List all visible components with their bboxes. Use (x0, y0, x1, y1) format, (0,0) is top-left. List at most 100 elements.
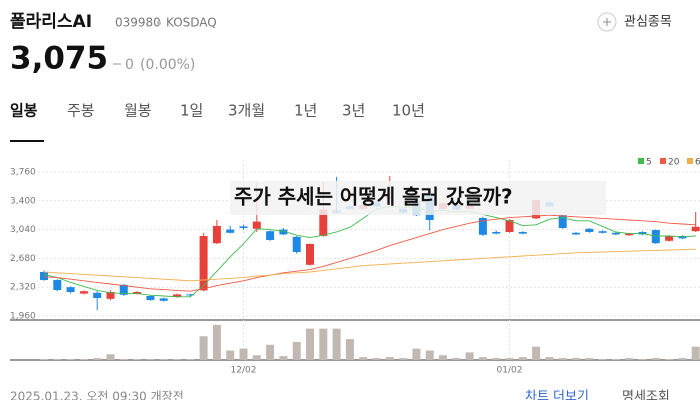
detail-link[interactable]: 명세조회 (622, 390, 670, 400)
candle-body (306, 244, 314, 265)
y-tick-label: 3,040 (10, 225, 36, 235)
volume-bar (239, 348, 248, 360)
candle-body (279, 229, 288, 235)
x-tick-label: 12/02 (231, 366, 257, 376)
watch-label: 관심종목 (624, 15, 672, 30)
volume-bar (226, 350, 235, 360)
volume-bar (439, 355, 447, 360)
y-tick-label: 3,760 (10, 168, 36, 178)
plus-icon (597, 12, 617, 32)
candle-body (186, 294, 195, 296)
candle-body (266, 231, 275, 240)
candle-body (40, 272, 48, 280)
candle-body (651, 230, 660, 244)
volume-bar (93, 358, 102, 360)
volume-bar (146, 359, 155, 360)
watch-button[interactable]: 관심종목 (597, 12, 672, 32)
candle-body (133, 292, 142, 294)
tab[interactable]: 월봉 (124, 102, 152, 120)
candle-body (79, 291, 88, 294)
moving-average (43, 248, 696, 282)
volume-bar (678, 358, 687, 360)
volume-bar (306, 328, 314, 360)
tab-underline (10, 140, 44, 142)
more-link[interactable]: 차트 더보기 (525, 390, 589, 400)
candle-body (212, 226, 221, 244)
candle-body (66, 287, 75, 292)
tab[interactable]: 3년 (342, 102, 365, 120)
candle-body (106, 292, 115, 299)
volume-bar (572, 358, 580, 360)
volume-bar (625, 358, 634, 360)
volume-bar (319, 328, 328, 360)
candle-body (146, 296, 155, 300)
stock-code: 039980 (115, 16, 161, 30)
volume-bar (518, 357, 527, 360)
candle-body (159, 298, 168, 301)
moving-average (43, 214, 696, 292)
tab[interactable]: 1년 (294, 102, 317, 120)
candle-body (505, 220, 514, 232)
y-tick-label: 2,320 (10, 283, 36, 293)
volume-bar (199, 336, 208, 360)
volume-bar (452, 358, 461, 360)
volume-bar (212, 324, 221, 360)
tab[interactable]: 주봉 (67, 102, 95, 120)
moving-average (43, 205, 696, 298)
volume-bar (412, 348, 421, 360)
volume-bar (279, 356, 288, 360)
legend-label: 60 (695, 158, 700, 168)
legend-swatch (638, 158, 644, 164)
volume-bar (651, 358, 660, 360)
candle-body (252, 221, 261, 229)
market: KOSDAQ (166, 16, 217, 30)
volume-bar (345, 339, 354, 360)
volume-bar (385, 357, 394, 360)
legend-swatch (660, 158, 666, 164)
volume-bar (359, 357, 368, 360)
timestamp: 2025.01.23. 오전 09:30 개장전 (10, 390, 184, 400)
candle-body (226, 229, 235, 233)
volume-bar (691, 346, 700, 360)
volume-bar (598, 359, 607, 360)
stock-name: 폴라리스AI (10, 12, 92, 32)
candle-body (492, 232, 501, 234)
candle-body (93, 292, 102, 298)
tab[interactable]: 일봉 (10, 102, 38, 120)
legend-label: 5 (646, 158, 652, 168)
candle-body (665, 236, 674, 241)
candle-body (239, 226, 248, 228)
plus-icon (603, 18, 611, 26)
volume-bar (505, 358, 514, 360)
change-pct: (0.00%) (140, 57, 195, 73)
candle-body (292, 236, 301, 252)
candle-body (598, 231, 607, 233)
volume-bar (478, 357, 487, 360)
tab[interactable]: 3개월 (228, 102, 265, 120)
legend-label: 20 (668, 158, 680, 168)
volume-bar (53, 359, 62, 360)
volume-bar (292, 341, 301, 360)
candle-body (319, 209, 328, 236)
volume-bar (66, 359, 75, 360)
x-tick-label: 01/02 (497, 366, 523, 376)
change: 0 (125, 57, 134, 73)
volume-bar (545, 357, 554, 360)
y-tick-label: 2,680 (10, 254, 36, 264)
tab[interactable]: 1일 (180, 102, 203, 120)
volume-bar (611, 359, 620, 360)
candle-body (585, 228, 594, 232)
candle-body (691, 226, 700, 232)
overlay-bg (230, 181, 606, 215)
volume-bar (106, 354, 115, 360)
tab[interactable]: 10년 (392, 102, 425, 120)
volume-bar (638, 359, 647, 360)
candle-body (173, 294, 181, 297)
volume-bar (492, 358, 501, 360)
candle-body (119, 284, 128, 295)
volume-bar (399, 358, 408, 360)
volume-bar (119, 359, 128, 360)
legend-swatch (687, 158, 693, 164)
